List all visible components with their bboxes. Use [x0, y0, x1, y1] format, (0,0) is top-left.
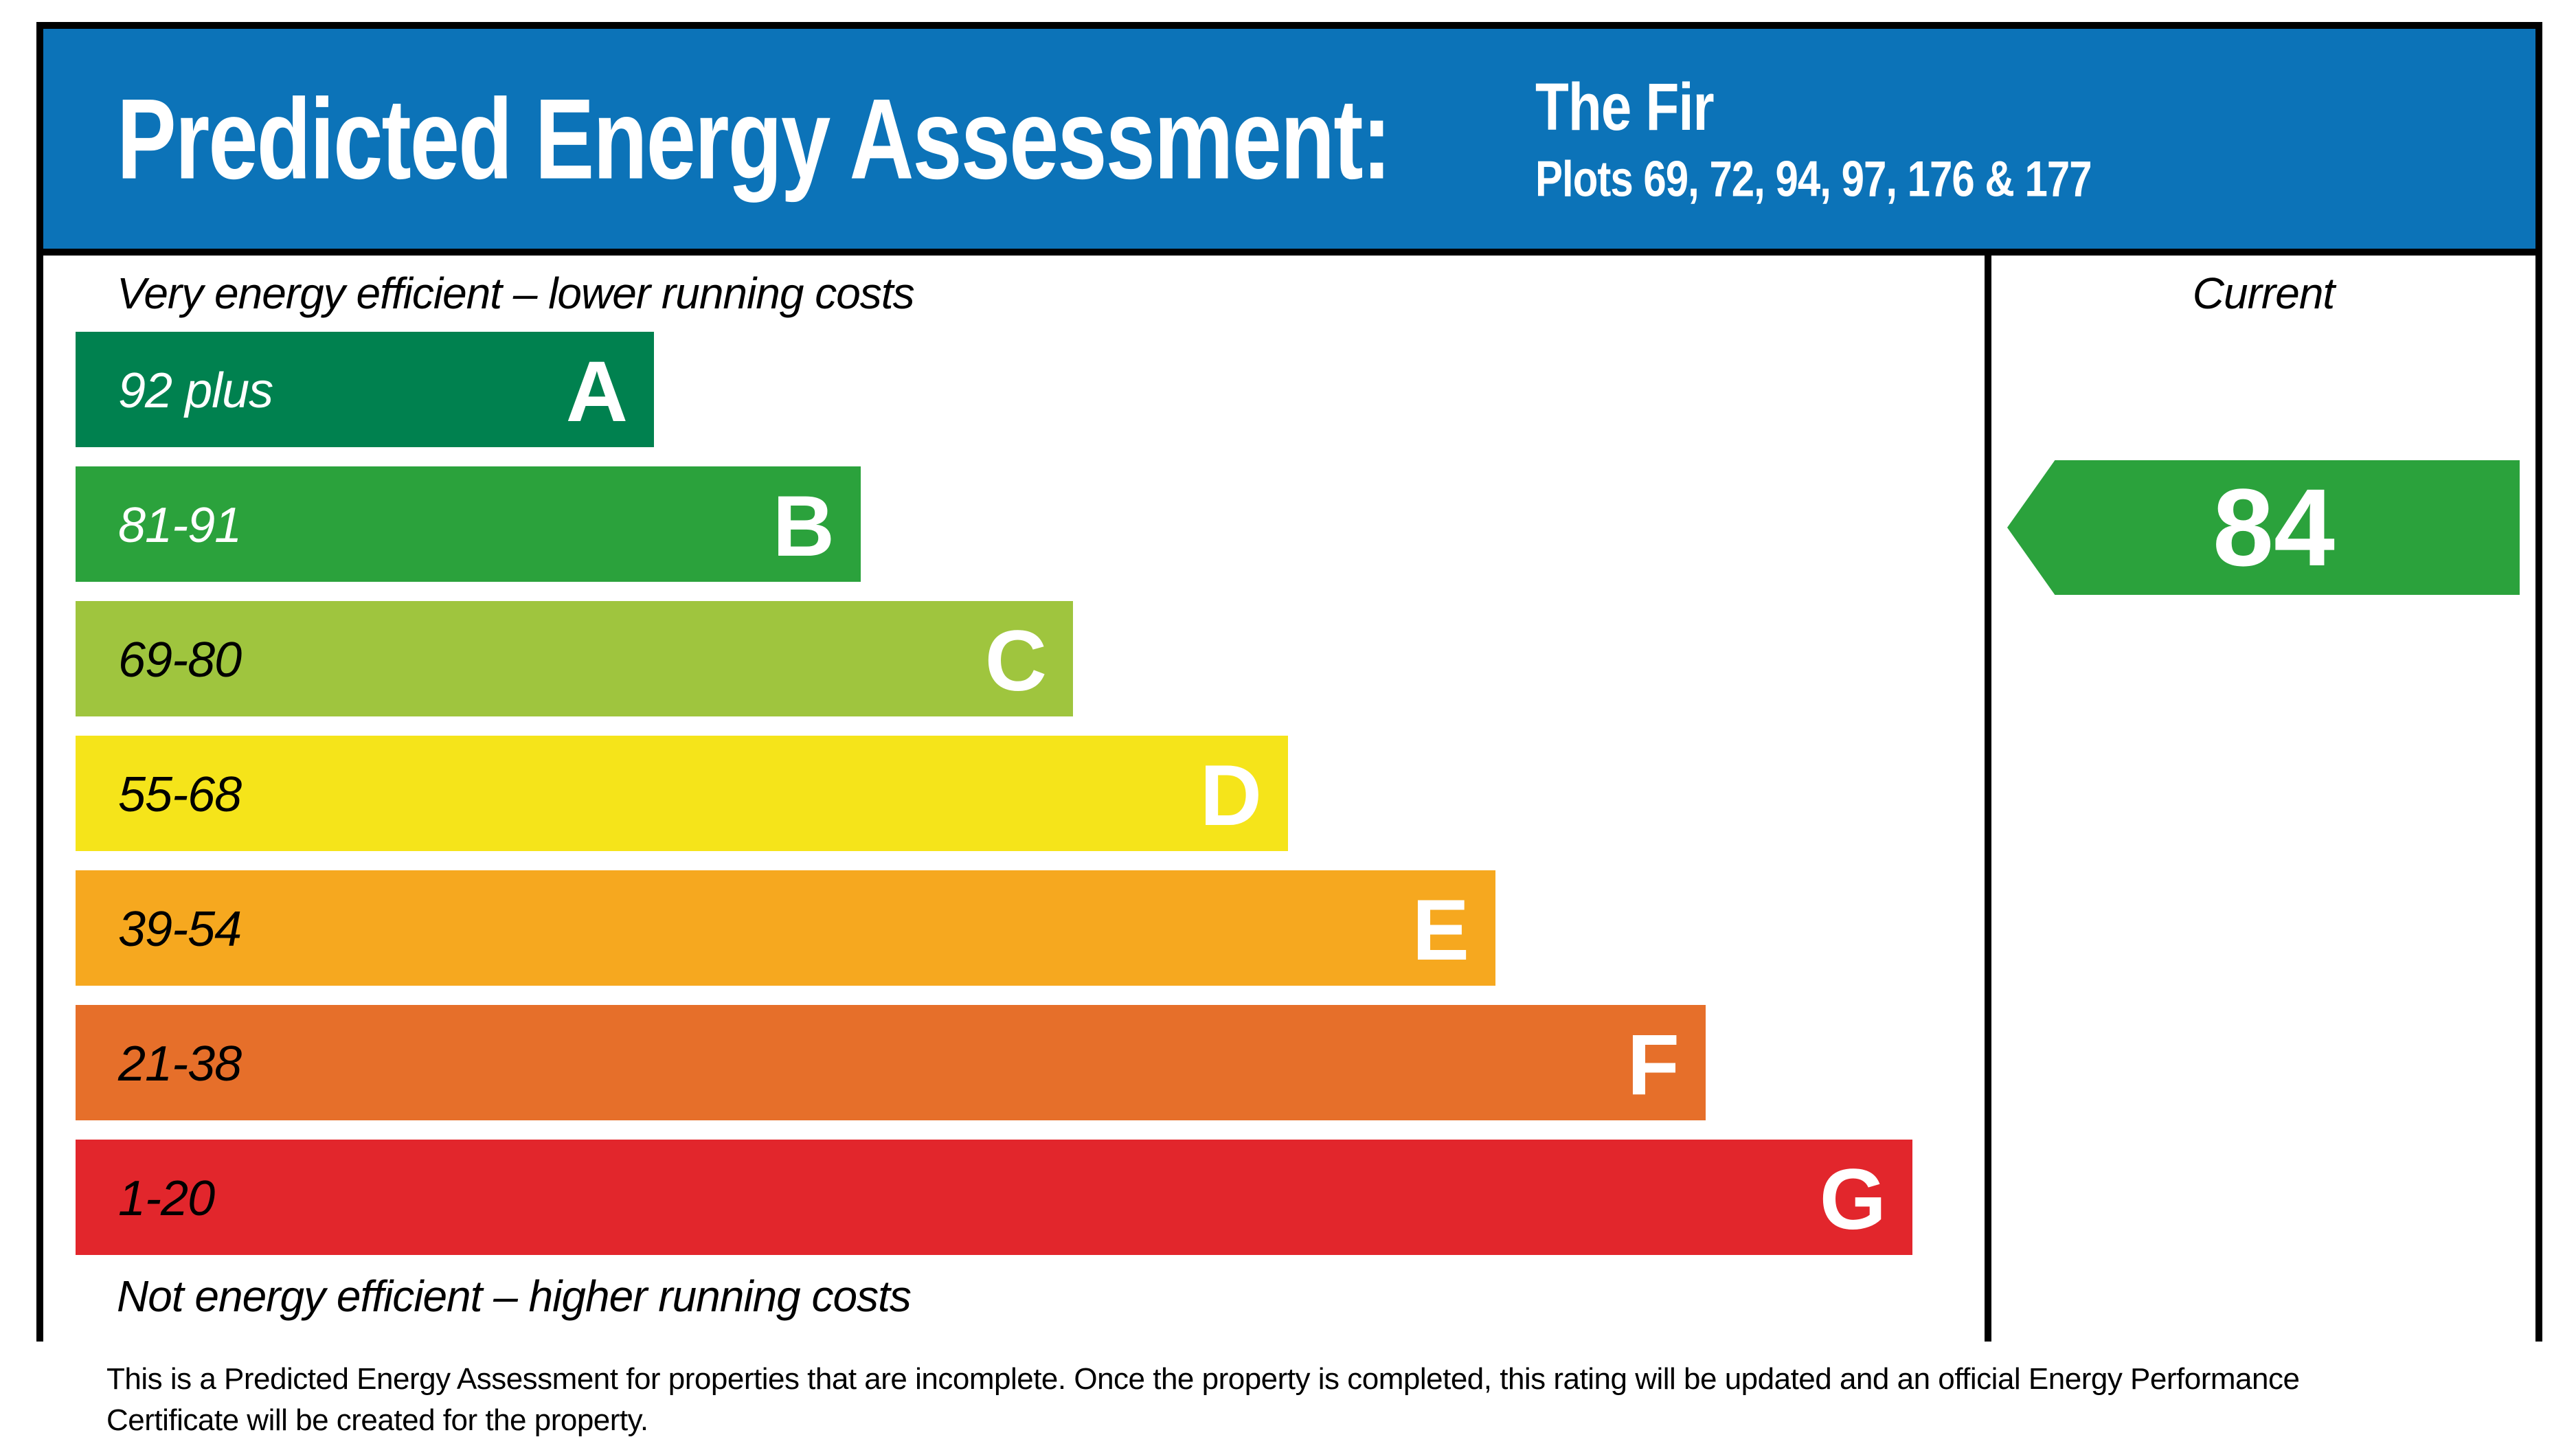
current-rating-value: 84 — [2213, 466, 2335, 589]
top-caption: Very energy efficient – lower running co… — [117, 269, 915, 318]
current-column-label: Current — [2192, 269, 2335, 318]
page-title: Predicted Energy Assessment: — [117, 74, 1392, 203]
current-rating-arrow: 84 — [2007, 460, 2520, 595]
band-d-range: 55-68 — [118, 767, 242, 822]
rating-chart: Very energy efficient – lower running co… — [43, 256, 2535, 1342]
footer-note: This is a Predicted Energy Assessment fo… — [106, 1359, 2300, 1441]
header-banner: Predicted Energy Assessment: The Fir Plo… — [43, 29, 2535, 256]
band-f-range: 21-38 — [118, 1037, 242, 1091]
band-d-letter: D — [1199, 748, 1262, 844]
band-a: 92 plus A — [76, 332, 654, 447]
band-e: 39-54 E — [76, 870, 1495, 986]
band-c-range: 69-80 — [118, 633, 242, 688]
bottom-caption: Not energy efficient – higher running co… — [117, 1271, 912, 1321]
band-g-range: 1-20 — [118, 1171, 215, 1226]
band-b: 81-91 B — [76, 466, 861, 582]
band-g-letter: G — [1819, 1152, 1886, 1247]
footer-line-2: Certificate will be created for the prop… — [106, 1403, 648, 1437]
band-c-letter: C — [984, 613, 1047, 709]
band-g: 1-20 G — [76, 1140, 1912, 1255]
column-divider — [1985, 256, 1991, 1342]
property-plots: Plots 69, 72, 94, 97, 176 & 177 — [1535, 150, 2092, 207]
band-a-letter: A — [565, 344, 628, 440]
property-name: The Fir — [1535, 69, 1715, 144]
band-e-range: 39-54 — [118, 902, 242, 957]
band-a-range: 92 plus — [118, 363, 273, 418]
band-c: 69-80 C — [76, 601, 1073, 716]
band-f-letter: F — [1627, 1017, 1680, 1113]
band-d: 55-68 D — [76, 736, 1288, 851]
current-column: Current 84 — [1991, 256, 2535, 1342]
band-e-letter: E — [1412, 883, 1469, 978]
assessment-frame: Predicted Energy Assessment: The Fir Plo… — [36, 22, 2542, 1342]
footer-line-1: This is a Predicted Energy Assessment fo… — [106, 1362, 2300, 1396]
band-b-letter: B — [772, 479, 835, 574]
property-info: The Fir Plots 69, 72, 94, 97, 176 & 177 — [1535, 29, 2092, 249]
band-f: 21-38 F — [76, 1005, 1706, 1120]
band-b-range: 81-91 — [118, 498, 242, 553]
